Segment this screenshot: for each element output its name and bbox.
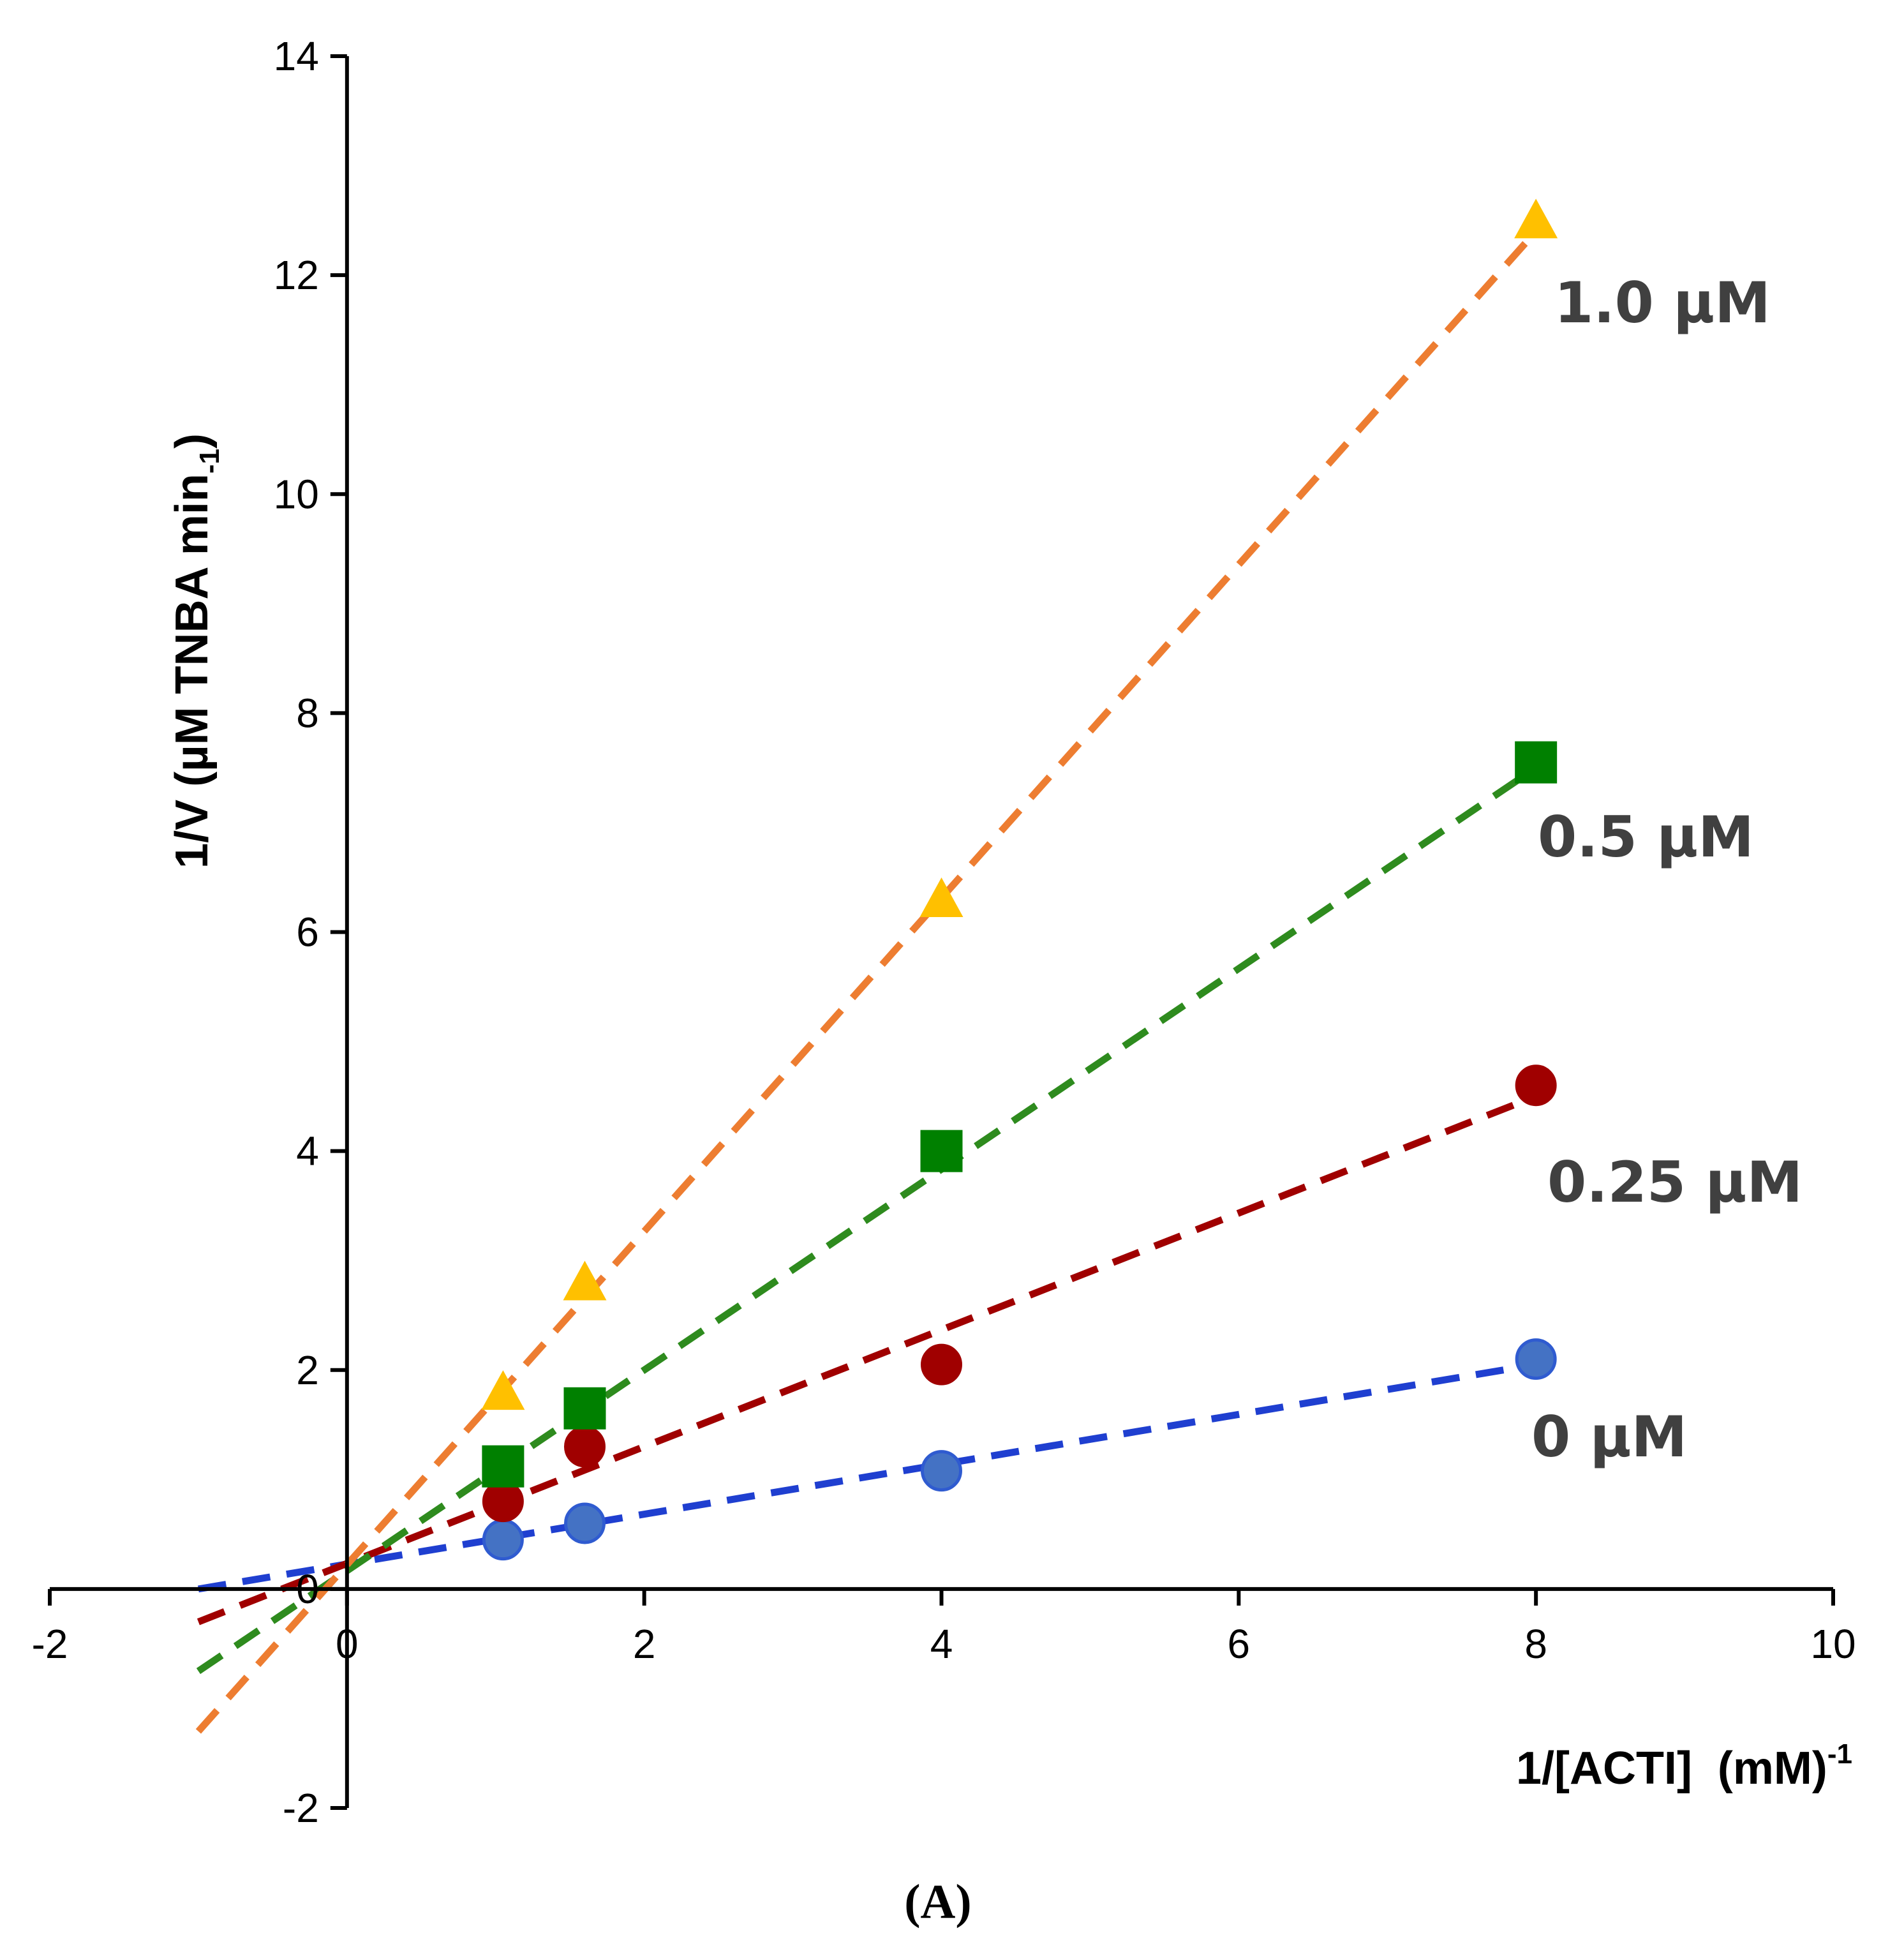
y-axis-title-sub: -1: [194, 449, 225, 474]
y-ticks: -2 0 2 4 6 8 10 12 14: [274, 33, 347, 1831]
series-labels: 0 µM 0.25 µM 0.5 µM 1.0 µM: [1531, 270, 1803, 1470]
data-point-circle: [564, 1502, 606, 1544]
y-tick-label: 12: [274, 252, 319, 298]
y-axis-title: 1/V (µM TNBA min-1): [167, 433, 225, 869]
data-markers: [481, 198, 1558, 1561]
y-tick-label: 6: [296, 909, 319, 955]
fit-lines: [195, 228, 1539, 1734]
data-point-triangle: [563, 1260, 607, 1301]
y-tick-label: -2: [283, 1785, 319, 1831]
y-tick-label: 0: [296, 1566, 319, 1612]
data-point-circle: [564, 1426, 606, 1468]
y-axis-title-close: ): [167, 433, 218, 449]
data-point-circle: [1515, 1338, 1557, 1380]
series-label: 0 µM: [1531, 1404, 1687, 1470]
axes: -2 0 2 4 6 8 10 -2 0 2 4 6 8 10 12 14: [32, 33, 1856, 1831]
x-tick-label: 2: [633, 1621, 656, 1667]
x-ticks: -2 0 2 4 6 8 10: [32, 1588, 1856, 1667]
x-axis-title: 1/[ACTI] (mM)-1: [1516, 1738, 1852, 1794]
y-tick-label: 8: [296, 690, 319, 736]
series-label: 0.25 µM: [1547, 1149, 1803, 1215]
data-point-circle: [1515, 1064, 1557, 1107]
x-tick-label: 8: [1524, 1621, 1547, 1667]
y-tick-label: 2: [296, 1347, 319, 1393]
fit-line: [196, 765, 1538, 1675]
data-point-triangle: [1514, 198, 1558, 239]
y-tick-label: 10: [274, 471, 319, 517]
y-axis-title-main: 1/V (µM TNBA min: [167, 474, 218, 869]
figure-caption: (A): [904, 1875, 972, 1929]
fit-line: [195, 228, 1539, 1734]
x-axis-title-sup: -1: [1827, 1738, 1852, 1770]
y-tick-label: 4: [296, 1128, 319, 1174]
series-label: 0.5 µM: [1538, 804, 1754, 870]
x-tick-label: -2: [32, 1621, 68, 1667]
y-tick-label: 14: [274, 33, 319, 79]
fit-line: [198, 1361, 1537, 1593]
x-tick-label: 10: [1810, 1621, 1856, 1667]
data-point-square: [1515, 741, 1558, 784]
data-point-square: [563, 1387, 606, 1430]
data-point-circle: [921, 1343, 962, 1386]
data-point-circle: [921, 1450, 962, 1492]
data-point-triangle: [919, 878, 963, 918]
data-point-circle: [482, 1519, 524, 1561]
fit-line: [197, 1093, 1538, 1625]
x-tick-label: 4: [930, 1621, 953, 1667]
series-label: 1.0 µM: [1554, 270, 1771, 336]
data-point-square: [920, 1130, 963, 1172]
x-tick-label: 0: [336, 1621, 359, 1667]
x-tick-label: 6: [1228, 1621, 1251, 1667]
data-point-circle: [482, 1481, 524, 1523]
data-point-triangle: [481, 1370, 525, 1410]
x-axis-title-main: 1/[ACTI] (mM): [1516, 1743, 1827, 1794]
data-point-square: [482, 1445, 524, 1488]
